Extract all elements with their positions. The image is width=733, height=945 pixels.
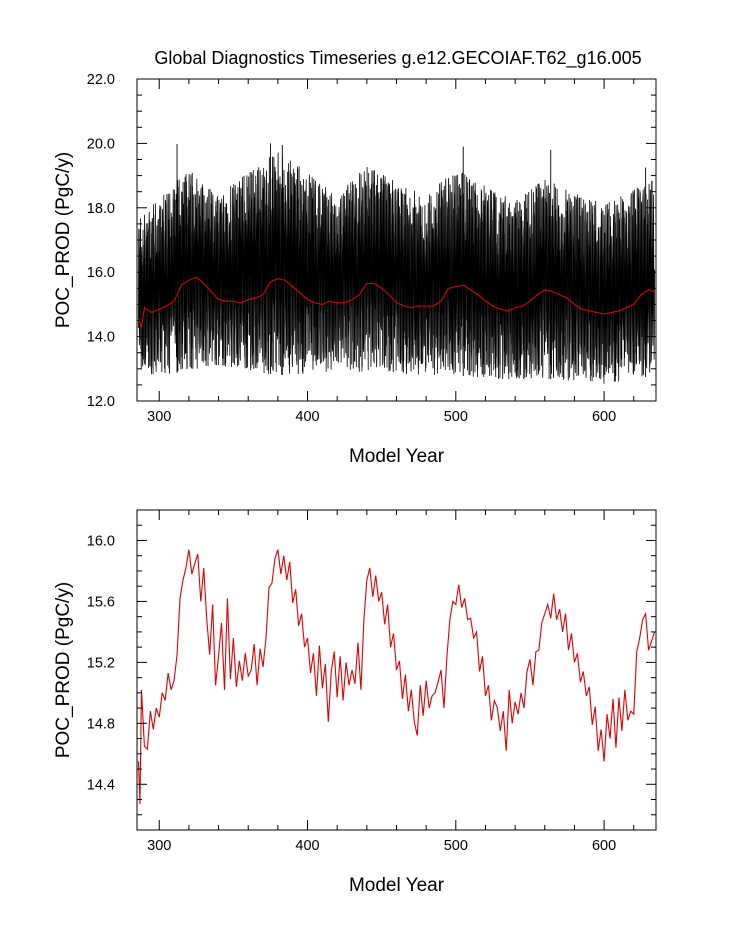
top-x-axis-title: Model Year [349, 446, 445, 467]
bottom-panel: 300 400 500 600 14.4 14.8 15.2 15.6 16.0 Model Y… [53, 509, 657, 896]
y-tick-label: 20.0 [87, 136, 115, 152]
x-tick-label: 400 [295, 409, 319, 425]
y-tick-label: 15.6 [87, 594, 115, 610]
annual-mean-line [137, 276, 655, 330]
annual-mean-line [137, 549, 656, 805]
y-tick-label: 14.8 [87, 716, 115, 732]
x-tick-label: 500 [444, 838, 468, 854]
y-tick-label: 12.0 [87, 394, 115, 410]
x-tick-label: 300 [147, 409, 171, 425]
y-tick-label: 16.0 [87, 265, 115, 281]
bottom-y-axis-title: POC_PROD (PgC/y) [53, 582, 74, 758]
top-axes: 300 400 500 600 12.0 14.0 16.0 18.0 20.0 22.0 [87, 72, 657, 425]
chart-title: Global Diagnostics Timeseries g.e12.GECO… [154, 48, 641, 69]
y-tick-label: 18.0 [87, 201, 115, 217]
bottom-series-layer [137, 549, 656, 805]
x-tick-label: 600 [592, 838, 616, 854]
x-tick-label: 300 [147, 838, 171, 854]
bottom-axes: 300 400 500 600 14.4 14.8 15.2 15.6 16.0 [87, 509, 657, 854]
y-tick-label: 15.2 [87, 655, 115, 671]
y-tick-label: 14.4 [87, 777, 115, 793]
top-panel: 300 400 500 600 12.0 14.0 16.0 18.0 20.0 22.0 Mod… [53, 72, 657, 467]
x-tick-label: 500 [444, 409, 468, 425]
top-series-layer [137, 143, 655, 384]
bottom-x-axis-title: Model Year [349, 875, 445, 896]
x-tick-label: 400 [295, 838, 319, 854]
y-tick-label: 16.0 [87, 533, 115, 549]
y-tick-label: 22.0 [87, 72, 115, 88]
y-tick-label: 14.0 [87, 330, 115, 346]
monthly-series-line [138, 152, 655, 384]
top-y-axis-title: POC_PROD (PgC/y) [53, 152, 74, 328]
x-tick-label: 600 [592, 409, 616, 425]
